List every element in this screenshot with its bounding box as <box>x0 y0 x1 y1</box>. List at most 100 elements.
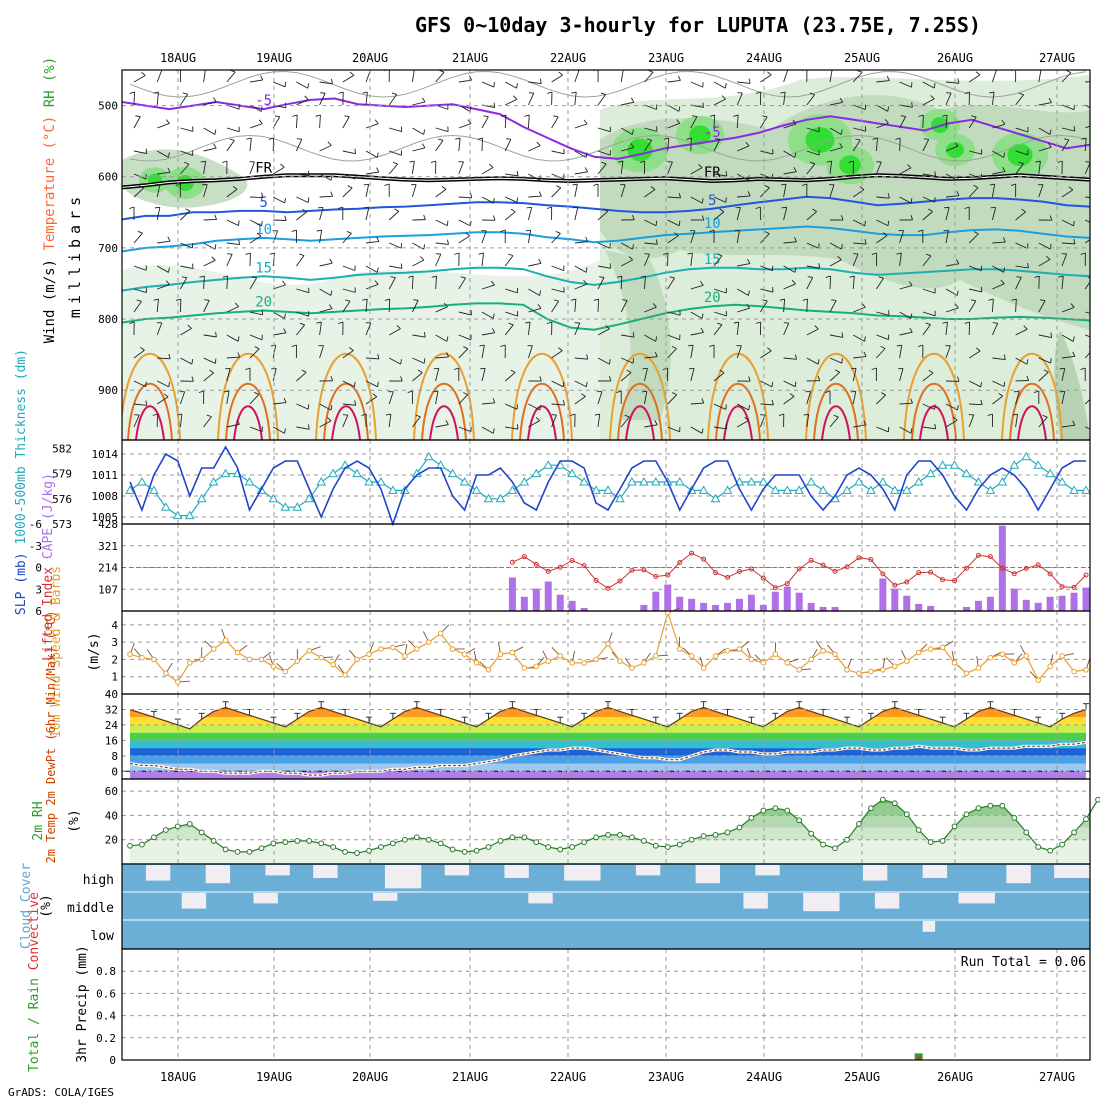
label-part: RH (%) <box>42 57 58 116</box>
wind-barb-feather <box>942 114 948 117</box>
rh-point <box>294 838 301 844</box>
wind-barb <box>968 380 981 388</box>
wind-barb <box>528 420 540 428</box>
wind-barb <box>667 219 680 227</box>
thickness-point <box>937 460 948 469</box>
wind-speed-point <box>258 656 265 663</box>
wind-speed-point <box>975 665 982 671</box>
isotherm-label: 15 <box>255 260 272 276</box>
wind-barb <box>852 219 866 227</box>
wind-barb-feather <box>896 344 902 347</box>
wind-barb <box>945 322 948 336</box>
cloud-high-bar <box>635 865 649 876</box>
wind-barb-feather <box>980 399 983 405</box>
wind-barb <box>621 334 635 338</box>
rh-point <box>676 841 683 848</box>
wind-barb <box>574 184 578 198</box>
thickness-point <box>184 510 195 520</box>
wind-barb-feather <box>168 353 171 359</box>
wind-barb <box>273 284 286 290</box>
wind-barb-feather <box>1043 369 1049 373</box>
wind-speed-point <box>1059 653 1065 659</box>
wind-barb-feather <box>987 413 993 416</box>
wind-barb-feather <box>1047 142 1052 148</box>
wind-barb-feather <box>1026 375 1030 381</box>
wind-barb <box>783 184 787 198</box>
cape-bar <box>724 602 731 611</box>
cape-bar <box>676 596 684 611</box>
cape-bar <box>568 600 576 611</box>
rh-point <box>378 844 384 850</box>
rh-point <box>664 844 671 850</box>
wind-barb <box>574 70 580 83</box>
wind-barb-feather <box>767 347 772 352</box>
thickness-point <box>137 476 147 486</box>
wind-barb-feather <box>246 137 252 140</box>
wind-barb-feather <box>400 263 403 269</box>
cloud-middle-bar <box>755 893 768 909</box>
wind-barb-feather <box>895 137 901 140</box>
isotherm-label: 20 <box>255 295 272 311</box>
wind-barb <box>806 94 816 106</box>
thickness-point <box>388 485 398 494</box>
wind-barb-feather <box>928 208 933 212</box>
wind-barb-feather <box>674 232 679 237</box>
rh-point <box>366 847 372 854</box>
wind-barb-feather <box>975 347 981 352</box>
wind-speed-point <box>175 679 181 685</box>
wind-barb <box>713 288 727 294</box>
cloud-middle-bar <box>384 893 398 901</box>
li-tick-label: 6 <box>35 605 42 618</box>
rh-point <box>509 834 516 841</box>
wind-barb-feather <box>1011 298 1017 301</box>
wind-barb-feather <box>261 309 264 315</box>
wind-barb <box>226 253 233 267</box>
wind-barb <box>713 139 721 152</box>
wind-speed-point <box>151 656 157 663</box>
wind-barb <box>667 348 677 359</box>
wind-barb-feather <box>492 398 496 403</box>
wind-barb <box>1061 139 1070 152</box>
wind-barb <box>203 101 217 106</box>
thickness-point <box>925 468 936 478</box>
wind-speed-point <box>569 660 575 666</box>
wind-barb-feather <box>748 405 750 411</box>
rh-point <box>437 840 444 847</box>
wind-barb <box>945 307 959 313</box>
wind-barb <box>1015 328 1028 336</box>
wind-barb-feather <box>954 303 959 309</box>
wind-speed-point <box>581 660 587 666</box>
cloud-low-bar <box>922 921 936 932</box>
cloud-high-bar <box>874 865 888 881</box>
wind-barb-feather <box>724 83 727 89</box>
thickness-point <box>268 493 279 503</box>
wind-barb-feather <box>492 313 495 319</box>
wind-barb <box>504 211 516 221</box>
wind-barb <box>713 311 727 317</box>
rh-point <box>748 814 755 821</box>
wind-barb <box>133 116 141 129</box>
wind-barb <box>736 230 740 244</box>
rh-point <box>258 845 265 852</box>
wind-barb-feather <box>563 148 565 154</box>
lifted-index-point <box>880 571 886 577</box>
cloud-high-bar <box>444 865 458 876</box>
wind-barb <box>737 195 751 198</box>
wind-barb-feather <box>794 381 797 387</box>
wind-barb-feather <box>513 95 518 100</box>
wind-barb <box>342 414 349 428</box>
wind-speed-point <box>533 663 540 670</box>
wind-barb <box>505 426 519 430</box>
wind-speed-point <box>724 647 731 654</box>
thickness-point <box>567 468 578 478</box>
isotherm-label: 5 <box>259 195 267 211</box>
wind-barb-feather <box>721 95 726 100</box>
wind-barb <box>1061 355 1075 359</box>
wind-barb-feather <box>848 160 854 163</box>
rh-point <box>246 848 253 855</box>
wind-barb <box>528 173 540 181</box>
cloud-middle-bar <box>193 893 207 909</box>
wind-barb <box>597 265 611 269</box>
wind-barb-feather <box>224 390 230 393</box>
wind-barb-feather <box>583 280 588 285</box>
